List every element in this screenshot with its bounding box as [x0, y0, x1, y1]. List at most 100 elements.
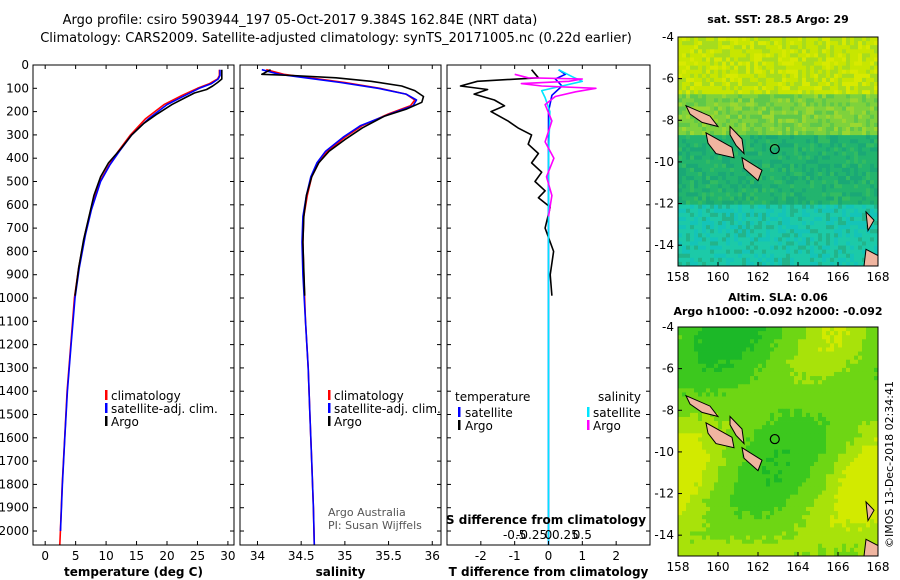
- sla_map-cell: [742, 437, 747, 442]
- sla_map-cell: [790, 376, 795, 381]
- sla_map-cell: [786, 445, 791, 451]
- sst_map-cell: [818, 131, 823, 136]
- sla_map-cell: [694, 371, 699, 377]
- sst_map-cell: [694, 163, 699, 169]
- sla_map-cell: [698, 453, 703, 459]
- sst_map-cell: [766, 102, 771, 107]
- sst_map-cell: [702, 196, 707, 201]
- sst_map-cell: [794, 163, 799, 169]
- sla_map-cell: [718, 335, 723, 340]
- sst_map-cell: [770, 81, 775, 87]
- sla_map-cell: [678, 388, 683, 393]
- sst_map-cell: [718, 249, 723, 255]
- sst_map-cell: [858, 212, 863, 218]
- sla_map-cell: [686, 461, 691, 467]
- sst_map-cell: [814, 122, 819, 128]
- sst_map-cell: [874, 106, 878, 112]
- sst_map-cell: [850, 49, 855, 54]
- sst_map-cell: [770, 184, 775, 189]
- sst_map-cell: [826, 155, 831, 161]
- sla_map-cell: [806, 380, 811, 385]
- sst_map-cell: [726, 155, 731, 161]
- sst_map-cell: [838, 131, 843, 136]
- sla_map-cell: [846, 425, 851, 430]
- sst_map-cell: [774, 196, 779, 201]
- sst_map-cell: [842, 131, 847, 136]
- sst_map-cell: [858, 171, 863, 177]
- sst_map-cell: [734, 126, 739, 132]
- sst_map-cell: [742, 90, 747, 95]
- sla_map-cell: [862, 335, 867, 340]
- sst_map-cell: [746, 221, 751, 226]
- sla_map-cell: [866, 437, 871, 442]
- sla_map-cell: [822, 433, 827, 438]
- depth-tick-label: 100: [6, 81, 29, 95]
- sst_map-cell: [802, 53, 807, 58]
- sst_map-cell: [746, 122, 751, 128]
- sla_map-cell: [762, 425, 767, 430]
- sst_map-cell: [846, 155, 851, 161]
- sla_map-cell: [810, 347, 815, 352]
- sla_map-cell: [738, 392, 743, 397]
- sst_map-cell: [754, 241, 759, 246]
- sst_map-cell: [806, 135, 811, 140]
- sst_map-cell: [798, 37, 803, 42]
- sst_map-cell: [790, 216, 795, 222]
- sla_map-cell: [686, 331, 691, 336]
- sla_map-cell: [770, 335, 775, 340]
- sla_map-cell: [690, 429, 695, 434]
- sla_map-cell: [802, 433, 807, 438]
- sla_map-cell: [786, 433, 791, 438]
- sst_map-cell: [846, 229, 851, 234]
- sst_map-cell: [762, 216, 767, 222]
- sst_map-cell: [858, 69, 863, 75]
- sst_map-cell: [730, 192, 735, 197]
- sst_map-cell: [822, 139, 827, 144]
- sst_map-cell: [826, 81, 831, 87]
- sst_map-cell: [678, 229, 683, 234]
- sst_map-cell: [714, 77, 719, 83]
- sst_map-cell: [850, 77, 855, 83]
- sla_map-cell: [870, 347, 875, 352]
- sla_map-cell: [734, 408, 739, 414]
- sst_map-cell: [818, 41, 823, 46]
- sla_map-cell: [726, 363, 731, 369]
- sst_map-cell: [690, 102, 695, 107]
- sst_map-cell: [754, 225, 759, 230]
- sst_map-cell: [838, 86, 843, 91]
- sst_map-cell: [774, 118, 779, 124]
- sla_map-cell: [758, 445, 763, 451]
- sst_map-cell: [830, 257, 835, 263]
- sst_map-cell: [734, 81, 739, 87]
- sst_map-cell: [742, 171, 747, 177]
- sst_map-cell: [838, 159, 843, 165]
- sla_map-cell: [806, 457, 811, 463]
- sla_map-cell: [730, 367, 735, 373]
- sst_map-cell: [806, 147, 811, 152]
- sla_map-cell: [810, 371, 815, 377]
- sst_map-cell: [798, 233, 803, 238]
- sla_map-cell: [734, 400, 739, 406]
- sla_map-cell: [842, 392, 847, 397]
- sla_map-cell: [714, 367, 719, 373]
- sla_map-cell: [798, 331, 803, 336]
- sla_map-cell: [766, 351, 771, 357]
- sst_map-cell: [862, 171, 867, 177]
- sst_map-cell: [818, 188, 823, 193]
- sst_map-cell: [786, 81, 791, 87]
- sla_map-cell: [854, 331, 859, 336]
- sst_map-cell: [862, 249, 867, 255]
- sla_map-cell: [774, 466, 779, 471]
- sla_map-cell: [718, 466, 723, 471]
- sst_map-cell: [738, 61, 743, 67]
- sla_map-cell: [790, 421, 795, 426]
- sst_map-cell: [682, 139, 687, 144]
- sst_map-cell: [762, 200, 767, 206]
- sst_map-cell: [690, 147, 695, 152]
- sla_map-cell: [806, 445, 811, 451]
- sst_map-cell: [846, 135, 851, 140]
- sla_map-cell: [874, 461, 878, 467]
- sla_map-cell: [738, 449, 743, 455]
- sst_map-cell: [794, 200, 799, 206]
- sst_map-cell: [750, 73, 755, 79]
